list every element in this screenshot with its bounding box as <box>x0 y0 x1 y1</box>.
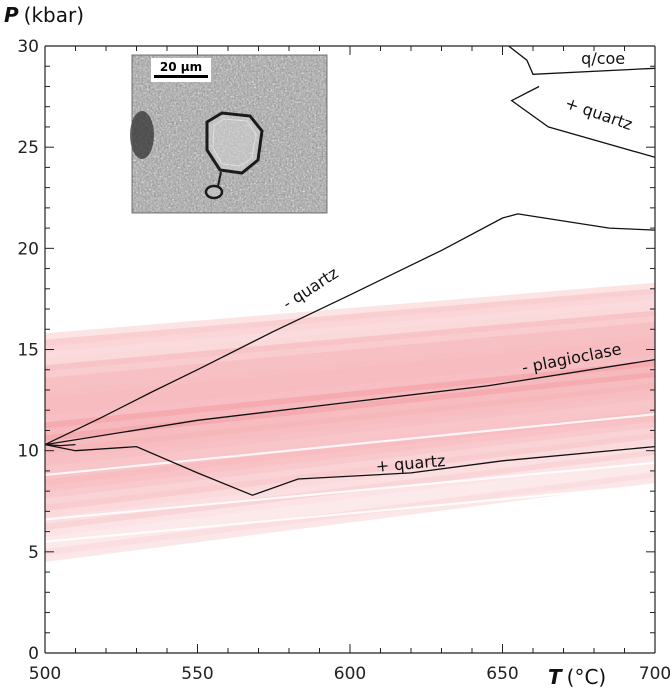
band-stripe <box>45 432 655 512</box>
y-tick-label: 20 <box>17 239 39 259</box>
band-stripe <box>45 382 655 454</box>
band-stripe <box>45 455 655 537</box>
band-gap <box>45 483 655 543</box>
y-tick-label: 25 <box>17 138 39 158</box>
reaction-label: q/coe <box>581 49 625 68</box>
reaction-label: - quartz <box>279 263 342 313</box>
band-stripe <box>45 293 655 353</box>
band-stripe <box>45 321 655 385</box>
band-stripe <box>45 444 655 524</box>
y-axis-title: P (kbar) <box>4 3 84 27</box>
band-stripe <box>45 449 655 531</box>
inclusion-tail <box>217 171 222 187</box>
inset-frame <box>131 54 328 214</box>
inclusion-small <box>204 184 224 200</box>
x-axis-symbol: T <box>548 665 563 688</box>
band-stripe <box>45 299 655 359</box>
x-tick-label: 550 <box>181 664 213 684</box>
x-axis-title: T (°C) <box>548 665 606 688</box>
y-tick-label: 15 <box>17 341 39 361</box>
band-stripe <box>45 316 655 378</box>
band-stripe <box>45 460 655 543</box>
band-stripe <box>45 377 655 448</box>
reaction-label: + quartz <box>563 93 635 134</box>
band-stripe <box>45 338 655 404</box>
band-gap <box>45 413 655 477</box>
y-axis-symbol: P <box>4 3 19 27</box>
band-stripe <box>45 327 655 391</box>
inclusion-crystal <box>205 111 264 175</box>
y-tick-label: 5 <box>28 543 39 563</box>
axis-tick-labels: 500 550 600 650 700 0 5 10 15 20 25 30 <box>17 37 670 684</box>
x-tick-label: 650 <box>486 664 518 684</box>
band-stripe <box>45 399 655 474</box>
reaction-line <box>45 213 655 446</box>
band-stripe <box>45 343 655 410</box>
axis-ticks <box>44 45 656 654</box>
band-gap <box>45 461 655 521</box>
band-stripe <box>45 355 655 423</box>
band-stripe <box>45 421 655 499</box>
band-stripe <box>45 427 655 505</box>
y-axis-unit: (kbar) <box>24 3 84 27</box>
inset-dark-patch <box>130 111 154 159</box>
x-tick-label: 600 <box>334 664 366 684</box>
reaction-lines <box>45 46 655 496</box>
band-stripe <box>45 282 655 340</box>
band-stripe <box>45 310 655 372</box>
y-tick-label: 10 <box>17 442 39 462</box>
y-tick-label: 30 <box>17 37 39 57</box>
inclusion-crystal-inner <box>212 118 257 167</box>
scale-bar <box>154 75 208 78</box>
micrograph-inset: 20 μm <box>130 54 328 214</box>
reaction-line <box>45 443 655 496</box>
band-stripe <box>45 371 655 442</box>
band-stripe <box>45 304 655 366</box>
band-stripe <box>45 288 655 347</box>
band-stripe <box>45 388 655 461</box>
band-stripe <box>45 394 655 467</box>
reaction-line <box>45 443 76 447</box>
y-tick-label: 0 <box>28 644 39 664</box>
reaction-line <box>508 46 655 75</box>
x-axis-unit: (°C) <box>567 665 607 688</box>
band-stripe <box>45 360 655 429</box>
x-tick-label: 700 <box>639 664 670 684</box>
band-stripe <box>45 438 655 518</box>
band-stripe <box>45 349 655 416</box>
pt-band-stripes <box>45 282 655 562</box>
scale-bar-label: 20 μm <box>160 60 202 74</box>
band-stripe <box>45 332 655 397</box>
reaction-line <box>510 85 655 158</box>
x-tick-label: 500 <box>29 664 61 684</box>
reaction-line <box>45 358 655 446</box>
